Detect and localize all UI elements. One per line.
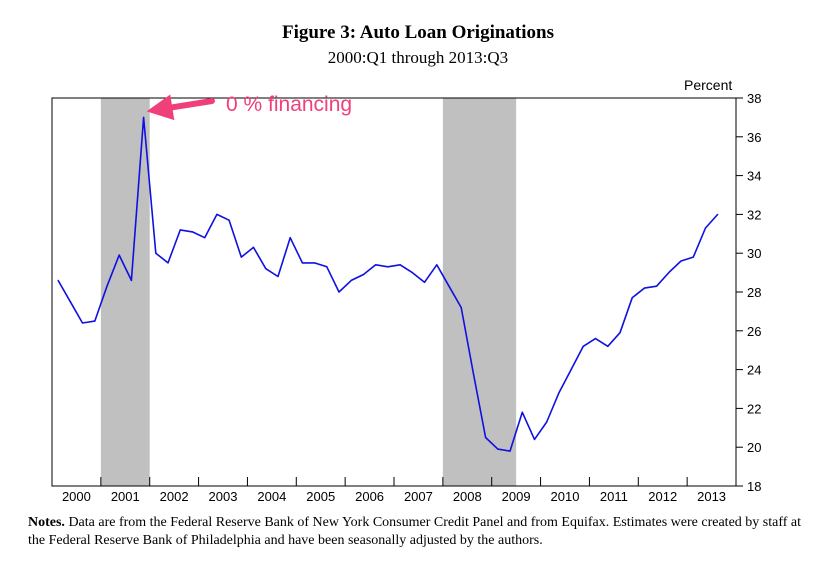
data-point	[656, 285, 658, 287]
data-point	[594, 337, 597, 340]
x-tick-label: 2010	[551, 489, 580, 504]
data-point	[436, 264, 438, 266]
data-point	[582, 345, 584, 347]
data-point	[326, 266, 328, 268]
x-tick-label: 2001	[111, 489, 140, 504]
y-tick-label: 20	[747, 440, 761, 455]
x-tick-label: 2000	[62, 489, 91, 504]
data-point	[521, 411, 523, 413]
x-axis-ticks: 2000 2001 2002 2003 2004 2005 2006 2007 2008 2009…	[51, 477, 737, 504]
x-tick-label: 2008	[453, 489, 482, 504]
data-point	[106, 285, 108, 287]
recession-shading-group	[100, 98, 517, 486]
data-point	[717, 213, 719, 215]
x-tick-label: 2009	[502, 489, 531, 504]
data-point	[509, 450, 511, 452]
y-tick-label: 32	[747, 207, 761, 222]
data-point	[240, 256, 242, 258]
plot-frame	[51, 97, 737, 487]
x-tick-label: 2013	[697, 489, 726, 504]
y-tick-label: 34	[747, 169, 761, 184]
y-tick-label: 24	[747, 363, 761, 378]
data-point	[692, 256, 694, 258]
y-tick-label: 22	[747, 401, 761, 416]
data-point	[69, 301, 71, 303]
data-point	[94, 320, 96, 322]
data-point	[252, 246, 255, 248]
data-point	[118, 254, 120, 256]
data-point	[387, 266, 389, 268]
data-point	[338, 291, 340, 293]
x-tick-label: 2003	[209, 489, 238, 504]
y-axis-ticks: 18 20 22 24 26 28 30 32 34 36 38	[736, 91, 761, 494]
x-tick-label: 2002	[160, 489, 189, 504]
data-point	[460, 306, 462, 309]
y-tick-label: 26	[747, 324, 761, 339]
data-point	[191, 231, 194, 233]
notes-label: Notes.	[28, 515, 65, 530]
y-tick-label: 38	[747, 91, 761, 106]
data-point	[472, 372, 474, 375]
x-tick-label: 2007	[404, 489, 433, 504]
data-point	[350, 279, 352, 281]
data-point	[704, 227, 707, 229]
data-point	[533, 438, 536, 441]
data-point	[643, 287, 645, 289]
data-point	[228, 219, 230, 221]
data-point	[216, 213, 218, 215]
data-point	[277, 275, 279, 278]
data-point	[362, 273, 365, 276]
data-point	[448, 285, 450, 287]
y-tick-label: 30	[747, 246, 761, 261]
y-axis-unit-label: Percent	[684, 77, 733, 93]
data-point	[167, 262, 169, 264]
recession-shade-2	[442, 98, 517, 486]
annotation-zero-percent-financing: 0 % financing	[226, 93, 353, 116]
data-point	[423, 281, 426, 283]
data-point	[558, 392, 560, 394]
y-tick-label: 28	[747, 285, 761, 300]
y-tick-label: 36	[747, 130, 761, 145]
annotation-arrow-head	[146, 94, 175, 121]
data-point	[155, 252, 157, 254]
annotation-arrow-shaft	[169, 98, 215, 111]
annotation-arrow	[146, 94, 215, 121]
data-point	[570, 369, 572, 371]
y-tick-label: 18	[747, 479, 761, 494]
x-tick-label: 2011	[600, 489, 628, 504]
data-point	[265, 268, 267, 270]
data-point	[57, 279, 59, 281]
data-point	[399, 264, 401, 266]
data-point	[607, 345, 609, 347]
data-point	[546, 421, 548, 423]
data-point	[680, 260, 682, 262]
data-point	[289, 237, 291, 239]
chart-title: Figure 3: Auto Loan Originations	[281, 22, 554, 43]
data-point	[314, 262, 316, 264]
data-point	[485, 436, 487, 439]
series-group	[57, 116, 719, 452]
data-point	[301, 262, 303, 264]
x-tick-label: 2005	[306, 489, 335, 504]
data-point	[619, 332, 621, 334]
x-tick-label: 2012	[648, 489, 677, 504]
data-point	[375, 264, 377, 266]
x-tick-label: 2004	[257, 489, 286, 504]
series-line-1	[57, 116, 719, 452]
data-point	[81, 322, 84, 324]
data-point	[497, 448, 499, 450]
notes-paragraph: Notes. Data are from the Federal Reserve…	[28, 514, 818, 550]
data-point	[631, 297, 633, 299]
chart-subtitle: 2000:Q1 through 2013:Q3	[327, 48, 509, 67]
x-tick-label: 2006	[355, 489, 384, 504]
data-point	[130, 279, 132, 281]
notes-text: Data are from the Federal Reserve Bank o…	[28, 515, 802, 548]
recession-shade-1	[100, 98, 150, 486]
data-point	[411, 272, 413, 274]
data-point	[204, 237, 206, 239]
data-point	[179, 229, 181, 231]
line-chart: 2000 2001 2002 2003 2004 2005 2006 2007 2008 2009…	[51, 91, 761, 504]
data-point	[668, 272, 670, 274]
data-point	[143, 116, 145, 118]
